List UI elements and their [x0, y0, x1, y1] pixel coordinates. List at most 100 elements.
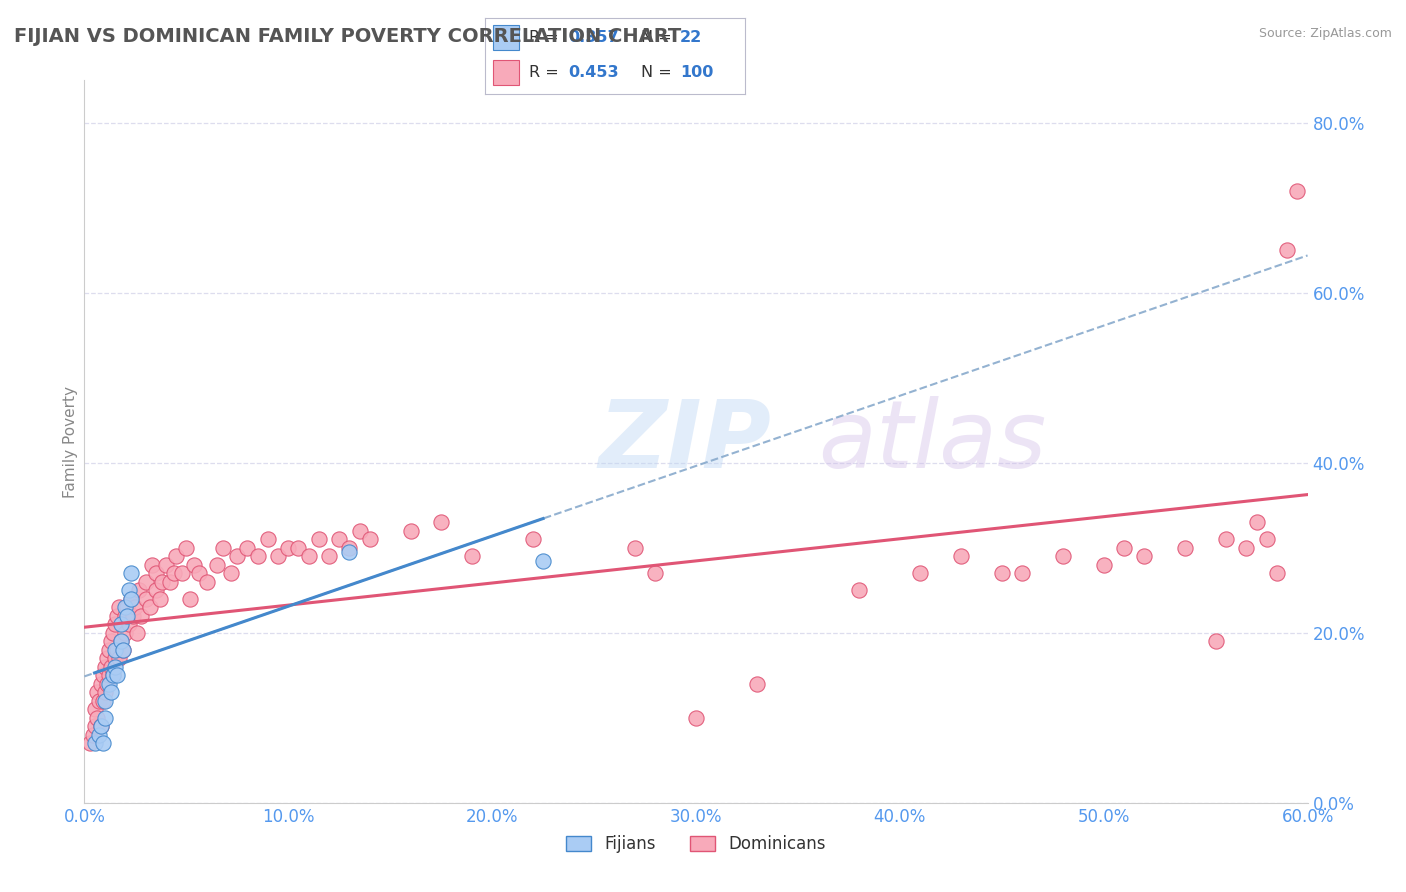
- Point: [101, 625, 124, 640]
- Point: [1092, 558, 1115, 572]
- Point: [101, 668, 124, 682]
- Point: [135, 574, 157, 589]
- Point: [298, 549, 321, 564]
- Point: [1286, 184, 1309, 198]
- Legend: Fijians, Dominicans: Fijians, Dominicans: [560, 828, 832, 860]
- Point: [108, 600, 131, 615]
- Text: N =: N =: [641, 30, 678, 45]
- Point: [112, 642, 135, 657]
- Point: [127, 625, 149, 640]
- Point: [122, 608, 145, 623]
- Point: [910, 566, 932, 581]
- Point: [104, 660, 127, 674]
- Point: [96, 651, 118, 665]
- Point: [522, 533, 544, 547]
- Point: [120, 591, 142, 606]
- Point: [83, 719, 105, 733]
- Point: [83, 736, 105, 750]
- Text: FIJIAN VS DOMINICAN FAMILY POVERTY CORRELATION CHART: FIJIAN VS DOMINICAN FAMILY POVERTY CORRE…: [14, 27, 682, 45]
- Point: [991, 566, 1014, 581]
- Point: [118, 617, 141, 632]
- Point: [1256, 533, 1278, 547]
- Point: [1277, 244, 1299, 258]
- Point: [212, 541, 235, 555]
- Point: [112, 642, 135, 657]
- Point: [114, 625, 136, 640]
- Point: [105, 608, 128, 623]
- Point: [1114, 541, 1136, 555]
- Text: 100: 100: [681, 65, 713, 80]
- Point: [318, 549, 340, 564]
- Point: [155, 558, 177, 572]
- Point: [159, 574, 181, 589]
- Point: [359, 533, 381, 547]
- Point: [97, 668, 120, 682]
- Point: [93, 711, 115, 725]
- Point: [163, 566, 186, 581]
- Text: N =: N =: [641, 65, 678, 80]
- Point: [848, 583, 870, 598]
- Point: [101, 668, 124, 682]
- Point: [83, 702, 105, 716]
- Point: [93, 660, 115, 674]
- Point: [172, 566, 194, 581]
- Point: [118, 583, 141, 598]
- Point: [110, 634, 132, 648]
- Point: [105, 668, 128, 682]
- Point: [115, 608, 138, 623]
- Point: [100, 634, 122, 648]
- Point: [1205, 634, 1227, 648]
- Point: [257, 533, 280, 547]
- Point: [97, 642, 120, 657]
- Point: [87, 728, 110, 742]
- Bar: [494, 26, 519, 50]
- Point: [108, 651, 131, 665]
- Bar: [494, 61, 519, 85]
- Point: [1215, 533, 1237, 547]
- Point: [128, 583, 150, 598]
- Text: 0.357: 0.357: [568, 30, 619, 45]
- Point: [104, 617, 127, 632]
- Point: [135, 591, 157, 606]
- Point: [145, 583, 167, 598]
- Point: [1246, 516, 1268, 530]
- Point: [90, 719, 112, 733]
- Point: [93, 685, 115, 699]
- Text: R =: R =: [529, 65, 564, 80]
- Point: [110, 617, 132, 632]
- Point: [1052, 549, 1074, 564]
- Point: [120, 566, 142, 581]
- Point: [236, 541, 259, 555]
- Point: [1133, 549, 1156, 564]
- Point: [105, 642, 128, 657]
- Point: [131, 608, 153, 623]
- Point: [96, 677, 118, 691]
- Point: [93, 694, 115, 708]
- Point: [195, 574, 218, 589]
- Point: [120, 591, 142, 606]
- Point: [100, 660, 122, 674]
- Text: Source: ZipAtlas.com: Source: ZipAtlas.com: [1258, 27, 1392, 40]
- Point: [1265, 566, 1288, 581]
- Point: [91, 694, 114, 708]
- Point: [1174, 541, 1197, 555]
- Point: [79, 736, 101, 750]
- Point: [277, 541, 299, 555]
- Text: 0.453: 0.453: [568, 65, 619, 80]
- Point: [87, 694, 110, 708]
- Point: [226, 549, 249, 564]
- Point: [950, 549, 973, 564]
- Point: [114, 600, 136, 615]
- Point: [747, 677, 769, 691]
- Point: [183, 558, 205, 572]
- Point: [287, 541, 309, 555]
- Point: [110, 634, 132, 648]
- Point: [1236, 541, 1258, 555]
- Point: [1011, 566, 1033, 581]
- Point: [339, 541, 361, 555]
- Point: [174, 541, 197, 555]
- Point: [104, 642, 127, 657]
- Point: [179, 591, 201, 606]
- Point: [138, 600, 160, 615]
- Text: R =: R =: [529, 30, 564, 45]
